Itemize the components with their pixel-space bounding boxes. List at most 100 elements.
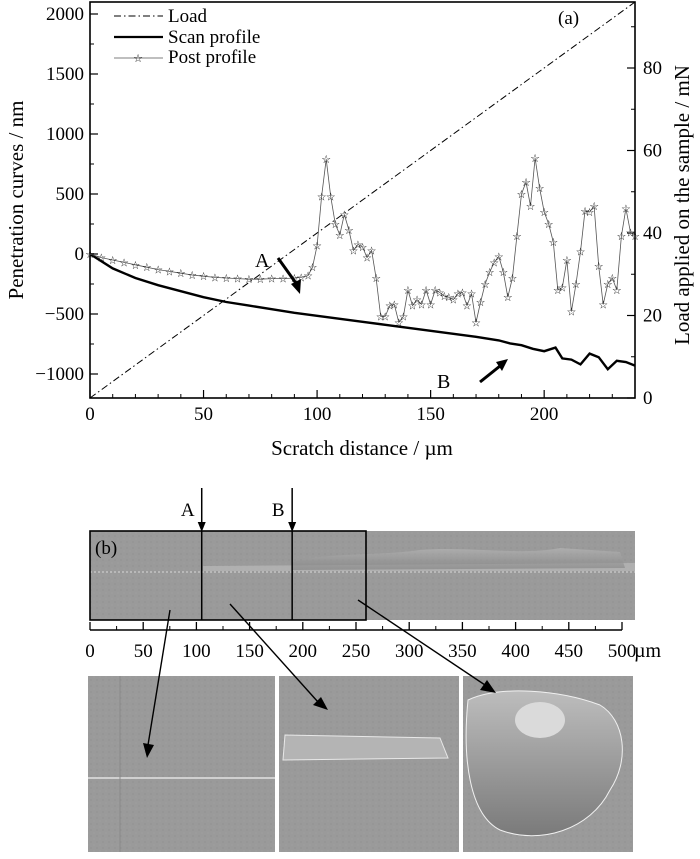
annotation-b-arrow xyxy=(479,364,501,384)
post-profile-point: ☆ xyxy=(403,285,413,297)
post-profile-point: ☆ xyxy=(435,287,445,299)
series-line-scan-profile xyxy=(89,252,636,371)
zoom-arrow-3 xyxy=(357,599,486,686)
zoom-arrow-1 xyxy=(147,609,171,746)
post-profile-point: ☆ xyxy=(498,267,508,279)
series-line-load xyxy=(89,1,636,399)
zoom-image-2 xyxy=(279,676,459,852)
post-profile-point: ☆ xyxy=(580,206,590,218)
post-profile-point: ☆ xyxy=(362,253,372,265)
y-right-tick-label: 40 xyxy=(643,223,662,244)
post-profile-point: ☆ xyxy=(326,191,336,203)
y-left-tick-label: −1000 xyxy=(35,364,84,385)
scale-tick-label: 250 xyxy=(342,641,371,662)
post-profile-point: ☆ xyxy=(630,231,640,243)
marker-a-label: A xyxy=(181,500,195,521)
post-profile-point: ☆ xyxy=(398,311,408,323)
legend-label-scan: Scan profile xyxy=(168,27,260,48)
scale-tick-label: 100 xyxy=(182,641,211,662)
post-profile-point: ☆ xyxy=(616,231,626,243)
scale-tick-label: 300 xyxy=(395,641,424,662)
post-profile-point: ☆ xyxy=(467,289,477,301)
post-profile-point: ☆ xyxy=(417,299,427,311)
scale-tick-label: 350 xyxy=(448,641,477,662)
post-profile-point: ☆ xyxy=(308,262,318,274)
post-profile-point: ☆ xyxy=(153,265,163,277)
y-axis-label-left: Penetration curves / nm xyxy=(4,101,28,300)
post-profile-point: ☆ xyxy=(389,299,399,311)
y-left-tick-label: −500 xyxy=(45,304,84,325)
scale-tick-label: 200 xyxy=(289,641,318,662)
x-tick-label: 100 xyxy=(303,404,332,425)
post-profile-point: ☆ xyxy=(562,255,572,267)
post-profile-point: ☆ xyxy=(371,273,381,285)
post-profile-point: ☆ xyxy=(385,301,395,313)
post-profile-point: ☆ xyxy=(457,287,467,299)
legend-label-load: Load xyxy=(168,6,208,27)
post-profile-point: ☆ xyxy=(598,299,608,311)
post-profile-point: ☆ xyxy=(444,292,454,304)
post-profile-point: ☆ xyxy=(507,273,517,285)
y-left-tick-label: 0 xyxy=(75,244,85,265)
post-profile-point: ☆ xyxy=(526,201,536,213)
marker-b-arrowhead xyxy=(288,522,297,532)
post-profile-point: ☆ xyxy=(176,268,186,280)
post-profile-point: ☆ xyxy=(566,307,576,319)
post-profile-point: ☆ xyxy=(621,203,631,215)
y-right-tick-label: 60 xyxy=(643,141,662,162)
post-profile-point: ☆ xyxy=(367,245,377,257)
y-left-tick-label: 1000 xyxy=(46,124,84,145)
post-profile-point: ☆ xyxy=(439,291,449,303)
scale-tick-label: 150 xyxy=(235,641,264,662)
y-right-tick-label: 0 xyxy=(643,388,653,409)
marker-b-label: B xyxy=(272,500,285,521)
post-profile-point: ☆ xyxy=(485,267,495,279)
post-profile-point: ☆ xyxy=(165,266,175,278)
post-profile-point: ☆ xyxy=(553,285,563,297)
scale-tick-label: 450 xyxy=(555,641,584,662)
post-profile-point: ☆ xyxy=(348,245,358,257)
y-left-tick-label: 1500 xyxy=(46,64,84,85)
post-profile-point: ☆ xyxy=(494,251,504,263)
annotation-b-arrowhead xyxy=(496,359,508,371)
post-profile-point: ☆ xyxy=(589,201,599,213)
post-profile-point: ☆ xyxy=(244,274,254,286)
zoom-arrowhead-3 xyxy=(480,680,496,693)
post-profile-point: ☆ xyxy=(119,257,129,269)
post-profile-point: ☆ xyxy=(376,311,386,323)
post-profile-point: ☆ xyxy=(453,289,463,301)
post-profile-point: ☆ xyxy=(394,317,404,329)
post-profile-point: ☆ xyxy=(471,317,481,329)
scale-bar-unit: µm xyxy=(634,640,662,662)
post-profile-point: ☆ xyxy=(335,230,345,242)
x-tick-label: 0 xyxy=(85,404,95,425)
post-profile-point: ☆ xyxy=(421,285,431,297)
post-profile-point: ☆ xyxy=(626,227,636,239)
post-profile-point: ☆ xyxy=(512,231,522,243)
post-profile-point: ☆ xyxy=(517,189,527,201)
post-profile-point: ☆ xyxy=(187,270,197,282)
scale-bar-ticks: 0 50 100 150 200 250 300 350 400 450 500 xyxy=(85,622,636,662)
panel-a-chart: 0 50 100 150 2002000150010005000−500−1000806… xyxy=(4,1,694,460)
post-profile-point: ☆ xyxy=(221,273,231,285)
post-profile-point: ☆ xyxy=(317,191,327,203)
post-profile-point: ☆ xyxy=(535,183,545,195)
x-tick-label: 200 xyxy=(530,404,559,425)
zoom-3-flake xyxy=(515,702,565,738)
post-profile-point: ☆ xyxy=(358,242,368,254)
post-profile-point: ☆ xyxy=(426,299,436,311)
x-tick-label: 50 xyxy=(194,404,213,425)
zoom-arrow-2 xyxy=(229,603,319,703)
post-profile-point: ☆ xyxy=(353,239,363,251)
scratch-debris-band xyxy=(292,548,625,570)
zoom-image-1 xyxy=(88,676,275,852)
marker-a-arrowhead xyxy=(197,522,206,532)
post-profile-point: ☆ xyxy=(85,249,95,261)
post-profile-point: ☆ xyxy=(267,274,277,286)
annotation-a-arrowhead xyxy=(291,279,301,294)
post-profile-point: ☆ xyxy=(448,295,458,307)
y-left-tick-label: 2000 xyxy=(46,4,84,25)
post-profile-point: ☆ xyxy=(557,283,567,295)
post-profile-point: ☆ xyxy=(233,274,243,286)
post-profile-point: ☆ xyxy=(585,207,595,219)
